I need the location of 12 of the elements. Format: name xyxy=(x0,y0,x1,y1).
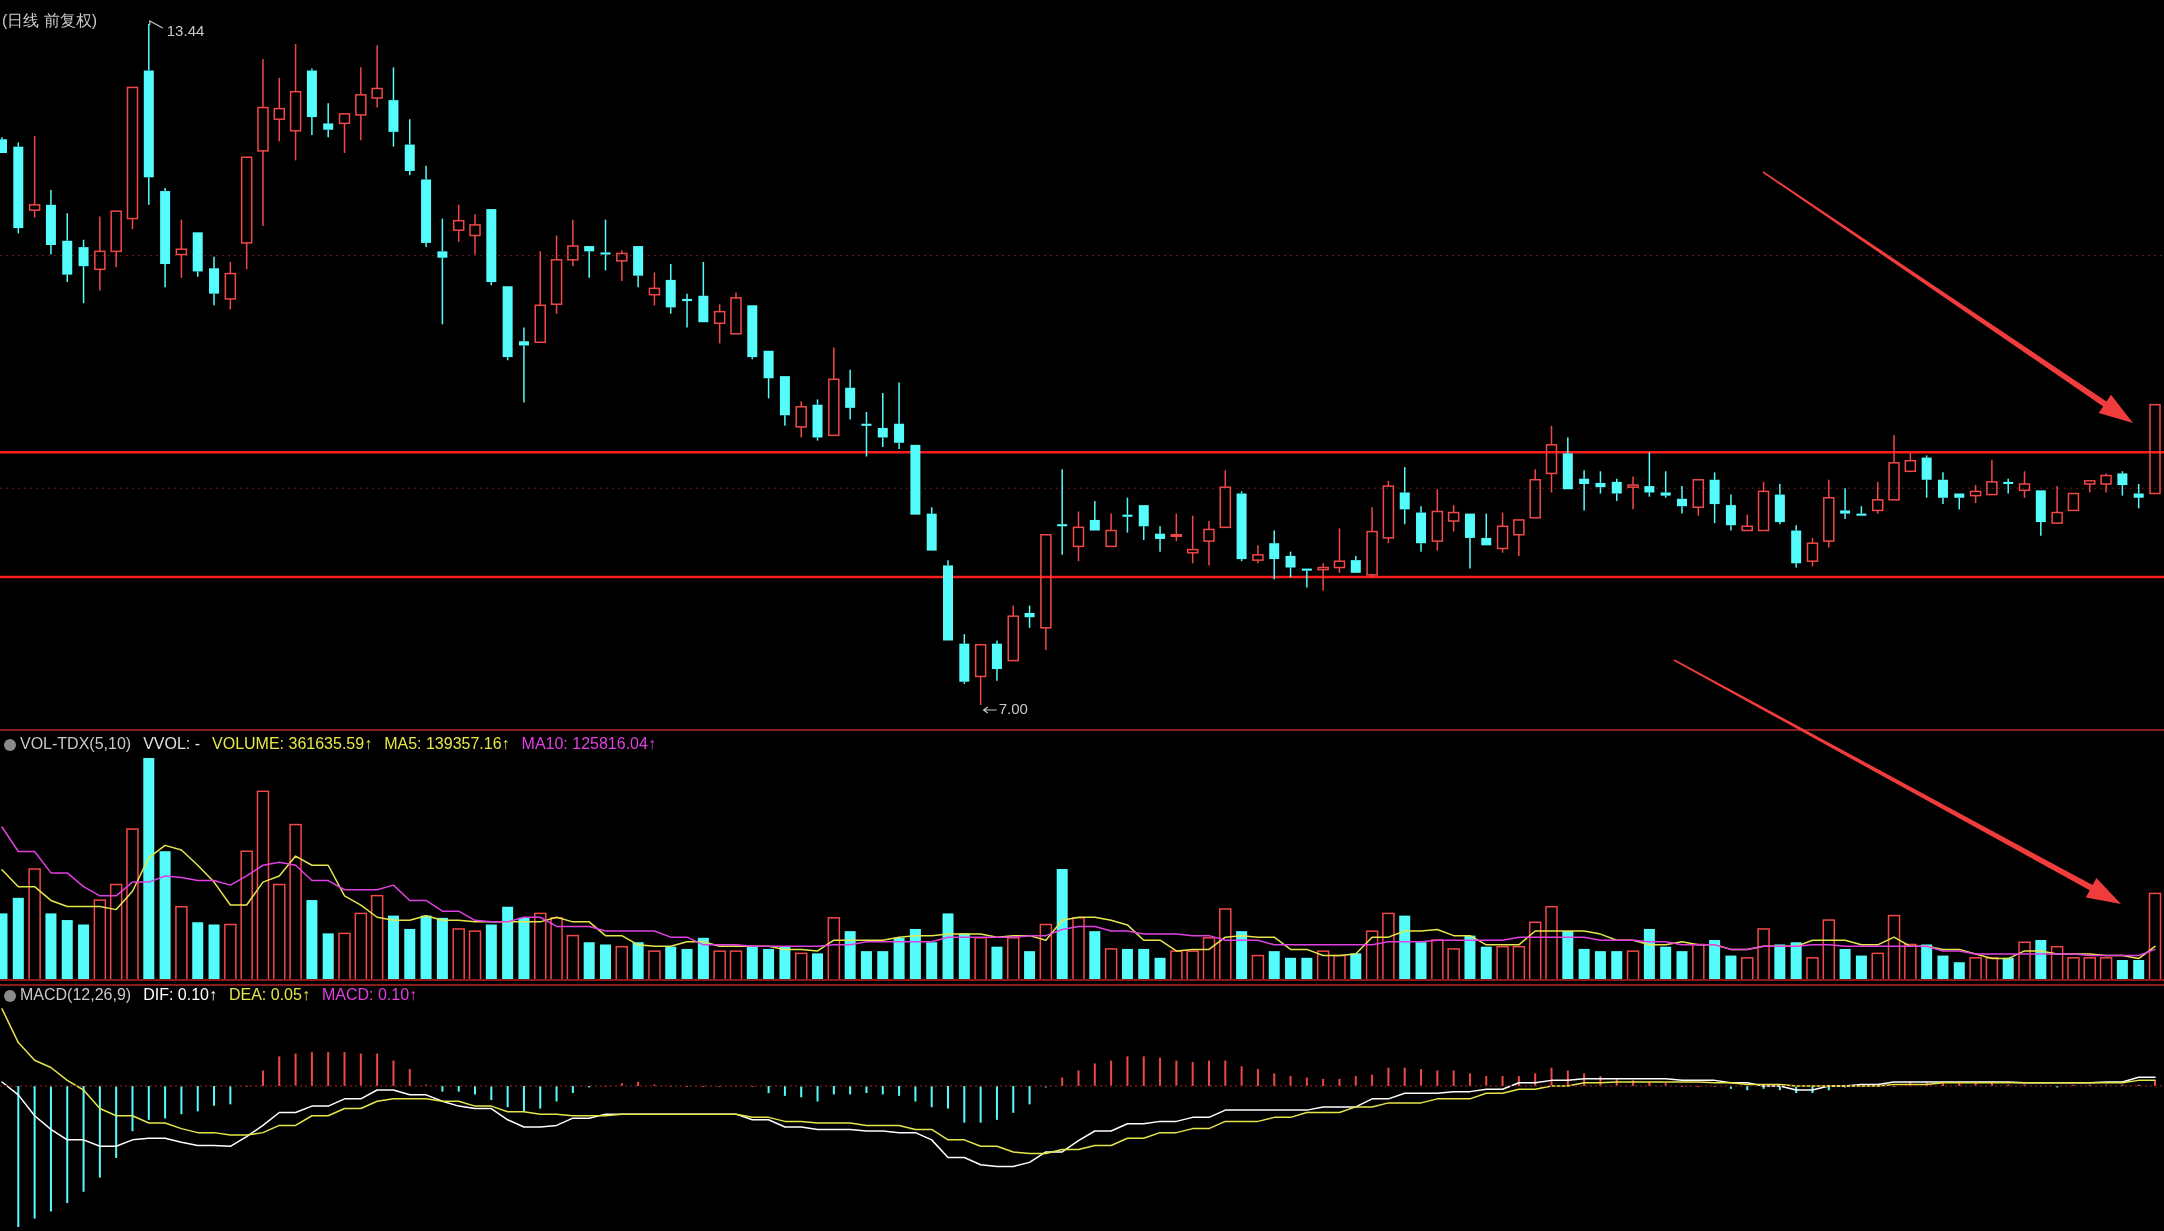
text: DEA: 0.05↑ xyxy=(228,986,310,1004)
text: VOLUME: 361635.59↑ xyxy=(212,735,373,753)
annotation: 7.00 xyxy=(998,699,1028,717)
chart-title: MACD(12,26,9) xyxy=(20,986,132,1004)
text: DIF: 0.10↑ xyxy=(143,986,217,1004)
chart-title: (日线 前复权) xyxy=(2,12,98,30)
text: MA10: 125816.04↑ xyxy=(521,735,656,753)
text: MACD: 0.10↑ xyxy=(321,986,418,1004)
text: MA5: 139357.16↑ xyxy=(384,735,510,753)
annotation: 13.44 xyxy=(166,21,205,39)
chart-title: VOL-TDX(5,10) xyxy=(20,735,132,753)
text: VVOL: - xyxy=(143,735,201,753)
